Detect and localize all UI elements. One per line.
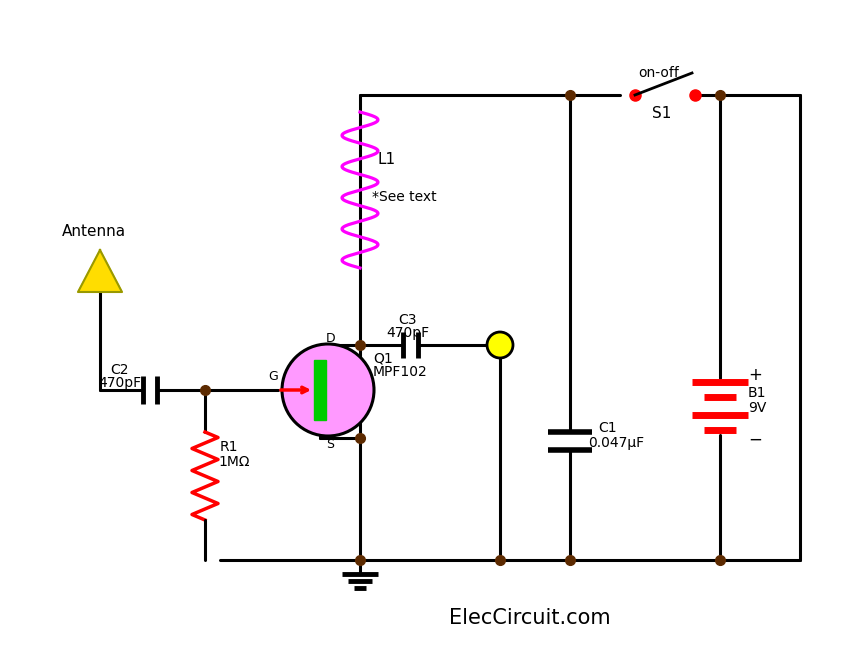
- Text: 470pF: 470pF: [387, 326, 429, 340]
- Text: S: S: [326, 438, 334, 451]
- Text: 9V: 9V: [748, 401, 767, 415]
- Text: L1: L1: [378, 152, 396, 167]
- Text: C2: C2: [110, 363, 129, 377]
- Text: 0.047μF: 0.047μF: [588, 436, 644, 450]
- Text: *See text: *See text: [372, 190, 437, 204]
- Text: on-off: on-off: [638, 66, 679, 80]
- Text: 1MΩ: 1MΩ: [218, 455, 250, 469]
- Text: Antenna: Antenna: [62, 224, 126, 239]
- Text: +: +: [748, 366, 762, 384]
- Text: C3: C3: [399, 313, 417, 327]
- Bar: [314, 360, 326, 420]
- Text: G: G: [268, 371, 278, 384]
- Text: B1: B1: [748, 386, 767, 400]
- Text: R1: R1: [220, 440, 239, 454]
- Text: C1: C1: [598, 421, 616, 435]
- Text: ElecCircuit.com: ElecCircuit.com: [449, 608, 611, 628]
- Circle shape: [282, 344, 374, 436]
- Text: 470pF: 470pF: [99, 376, 142, 390]
- Text: MPF102: MPF102: [373, 365, 428, 379]
- Text: −: −: [748, 431, 762, 449]
- Circle shape: [487, 332, 513, 358]
- Text: Q1: Q1: [373, 351, 393, 365]
- Text: S1: S1: [652, 106, 672, 121]
- Text: D: D: [326, 331, 336, 344]
- Polygon shape: [78, 250, 122, 292]
